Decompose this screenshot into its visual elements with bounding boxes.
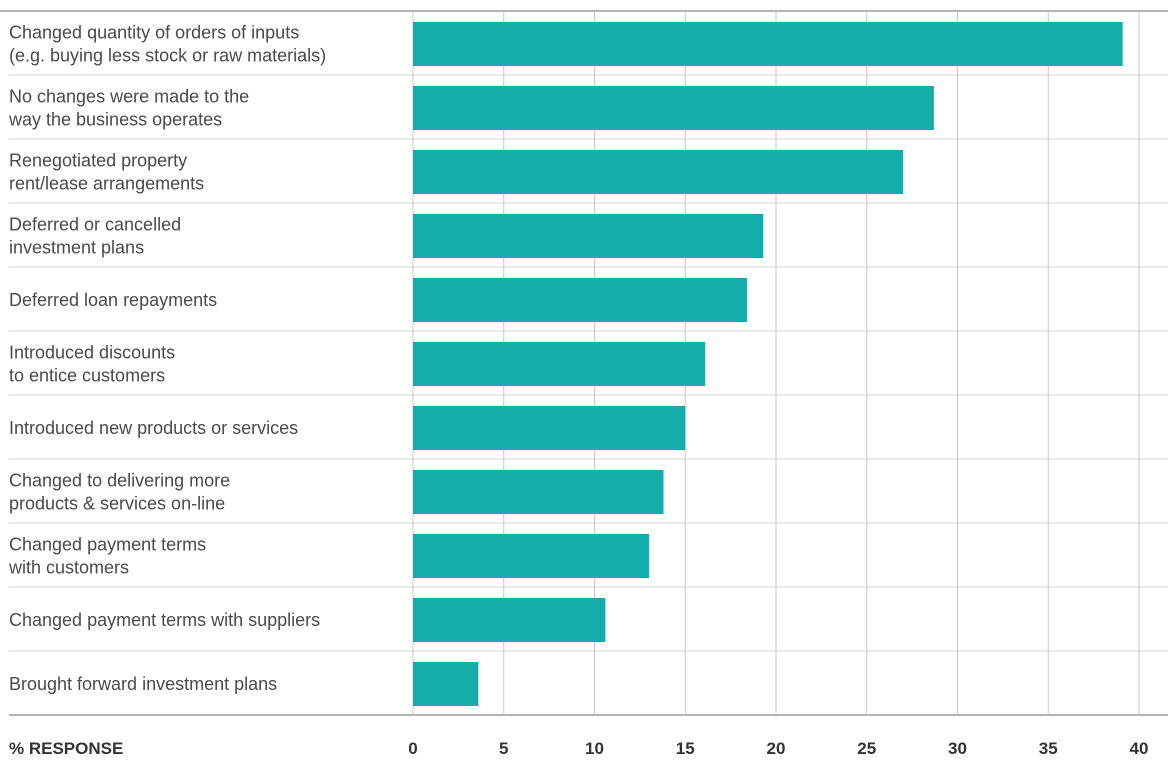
category-label-line: rent/lease arrangements <box>9 174 204 194</box>
category-label: Renegotiated property rent/lease arrangem… <box>9 151 204 194</box>
category-label: Deferred loan repayments <box>9 290 217 310</box>
category-label-line: Renegotiated property <box>9 151 187 171</box>
x-tick-labels: 0 5 10 15 20 25 30 35 40 <box>408 739 1148 758</box>
category-labels: Changed quantity of orders of inputs (e.g… <box>8 23 326 695</box>
x-tick-label: 5 <box>499 739 508 758</box>
category-label: Introduced new products or services <box>9 418 298 438</box>
category-label-line: Changed payment terms <box>9 535 206 555</box>
category-label: Deferred or cancelled investment plans <box>9 215 181 258</box>
category-label-line: Deferred loan repayments <box>9 290 217 310</box>
x-tick-label: 10 <box>585 739 604 758</box>
bar <box>413 150 904 194</box>
category-label-line: Changed payment terms with suppliers <box>9 610 320 630</box>
category-label-line: way the business operates <box>8 110 222 130</box>
bar <box>413 598 606 642</box>
category-label: Changed payment terms with customers <box>8 535 206 578</box>
bar <box>413 406 686 450</box>
category-label-line: (e.g. buying less stock or raw materials… <box>9 46 326 66</box>
bar <box>413 470 664 514</box>
x-tick-label: 35 <box>1039 739 1058 758</box>
x-tick-label: 25 <box>857 739 876 758</box>
x-tick-label: 30 <box>948 739 967 758</box>
category-label: Changed payment terms with suppliers <box>9 610 320 630</box>
category-label-line: Changed to delivering more <box>9 471 230 491</box>
category-label: Changed to delivering more products & ser… <box>9 471 230 514</box>
x-tick-label: 20 <box>767 739 786 758</box>
category-label-line: Brought forward investment plans <box>9 674 277 694</box>
category-label: Changed quantity of orders of inputs (e.g… <box>9 23 326 66</box>
x-tick-label: 0 <box>408 739 417 758</box>
category-label-line: to entice customers <box>9 366 165 386</box>
bar <box>413 22 1123 66</box>
category-label-line: No changes were made to the <box>9 87 249 107</box>
category-label-line: investment plans <box>9 238 144 258</box>
category-label: No changes were made to the way the busin… <box>8 87 249 130</box>
bar <box>413 278 747 322</box>
category-label-line: Introduced new products or services <box>9 418 298 438</box>
bars <box>413 22 1123 706</box>
category-label-line: with customers <box>8 558 129 578</box>
bar <box>413 534 649 578</box>
bar <box>413 662 479 706</box>
category-label: Introduced discounts to entice customers <box>9 343 175 386</box>
bar <box>413 214 764 258</box>
category-label-line: Introduced discounts <box>9 343 175 363</box>
category-label-line: products & services on-line <box>9 494 225 514</box>
x-tick-label: 40 <box>1130 739 1149 758</box>
category-label-line: Changed quantity of orders of inputs <box>9 23 299 43</box>
category-label-line: Deferred or cancelled <box>9 215 181 235</box>
x-tick-label: 15 <box>676 739 695 758</box>
bar <box>413 342 706 386</box>
x-axis-title: % RESPONSE <box>9 739 123 758</box>
bar <box>413 86 934 130</box>
category-label: Brought forward investment plans <box>9 674 277 694</box>
